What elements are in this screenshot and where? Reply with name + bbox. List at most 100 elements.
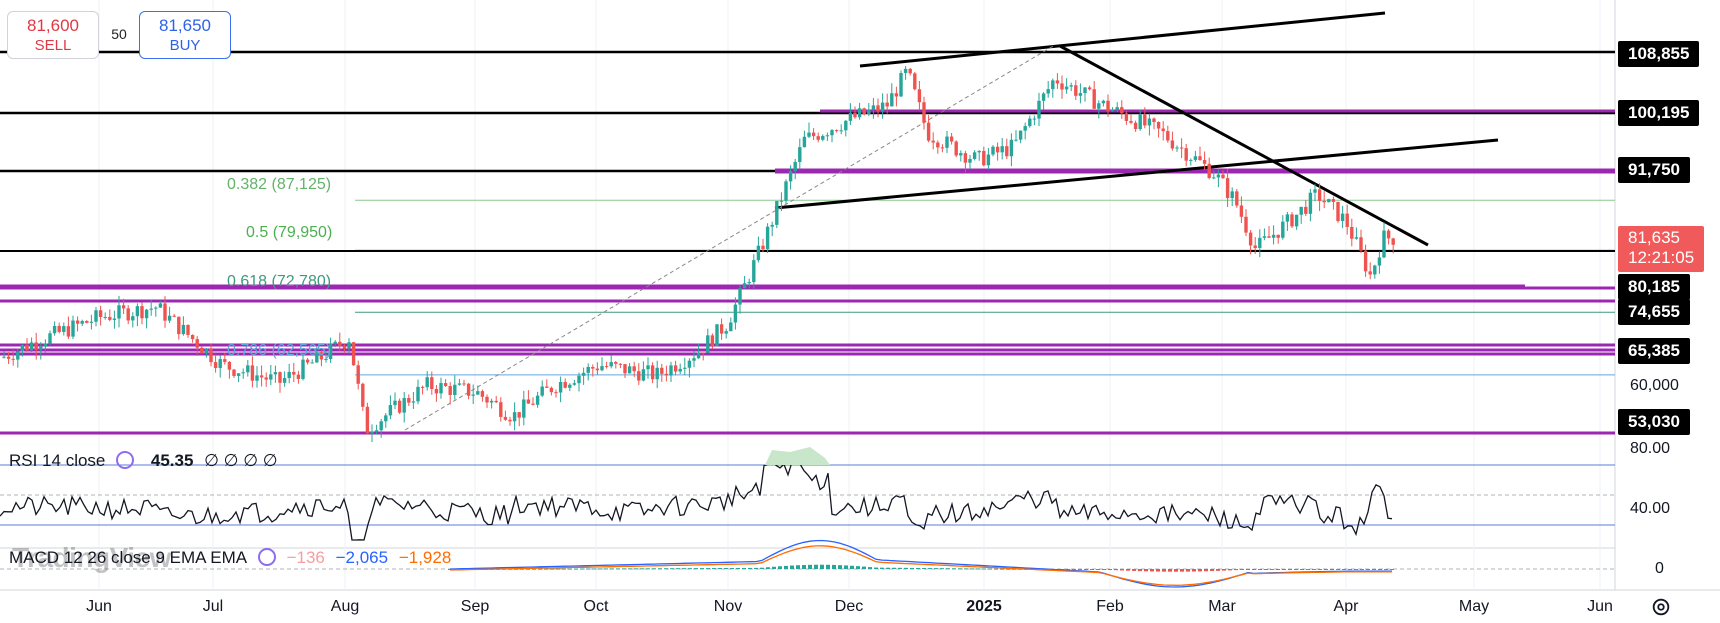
macd-histogram-bar	[1270, 569, 1274, 570]
macd-histogram-bar	[1378, 569, 1382, 570]
candle-body	[770, 224, 774, 227]
macd-histogram-bar	[886, 567, 890, 569]
candle-body	[402, 398, 406, 413]
candle-body	[273, 372, 278, 375]
sell-price: 81,600	[27, 16, 79, 35]
candle-body	[1074, 85, 1078, 96]
candle-body	[200, 347, 204, 354]
candle-body	[384, 415, 388, 422]
candle-body	[379, 421, 383, 431]
macd-histogram-bar	[1000, 568, 1004, 570]
candle-body	[954, 141, 958, 156]
macd-histogram-bar	[982, 568, 986, 570]
candle-body	[434, 388, 439, 394]
candle-body	[604, 366, 609, 368]
candle-body	[1327, 199, 1331, 203]
macd-histogram-bar	[1306, 569, 1310, 570]
macd-histogram-bar	[820, 564, 824, 569]
macd-histogram-bar	[730, 567, 734, 569]
candle-body	[1028, 118, 1032, 127]
candle-body	[1110, 109, 1115, 112]
macd-histogram-bar	[1078, 569, 1082, 570]
candle-body	[710, 335, 715, 347]
candle-body	[641, 369, 646, 381]
candle-body	[1230, 191, 1234, 199]
candle-body	[177, 316, 181, 335]
macd-histogram-bar	[1300, 569, 1304, 570]
macd-histogram-bar	[898, 567, 902, 569]
candle-body	[98, 310, 103, 317]
macd-signal-value: −1,928	[398, 548, 452, 567]
candle-body	[848, 112, 853, 121]
candle-body	[526, 399, 531, 404]
buy-button[interactable]: 81,650 BUY	[139, 11, 231, 59]
candle-body	[936, 142, 940, 148]
macd-histogram-bar	[1336, 569, 1340, 570]
candle-body	[931, 140, 935, 143]
candle-body	[94, 310, 98, 322]
candle-body	[650, 365, 655, 380]
refresh-icon[interactable]	[257, 548, 276, 566]
candle-body	[351, 342, 356, 366]
candle-body	[1267, 236, 1271, 238]
candle-body	[186, 324, 190, 335]
candle-body	[255, 375, 259, 381]
candle-body	[839, 130, 843, 132]
month-label: Sep	[460, 598, 490, 615]
candle-body	[844, 120, 848, 131]
candle-body	[328, 343, 333, 359]
candle-body	[480, 391, 485, 397]
macd-histogram-bar	[514, 568, 518, 570]
spread-value: 50	[111, 26, 127, 42]
macd-histogram-bar	[892, 567, 896, 569]
candle-body	[172, 315, 176, 317]
candle-body	[977, 150, 981, 153]
macd-histogram-bar	[1126, 569, 1130, 571]
macd-histogram-bar	[1096, 569, 1100, 570]
candle-body	[986, 154, 991, 166]
candle-body	[784, 181, 788, 201]
candle-body	[2, 356, 6, 358]
macd-histogram-bar	[1144, 569, 1148, 572]
rsi-axis-label-40: 40.00	[1630, 500, 1671, 517]
month-label: Dec	[834, 598, 864, 615]
macd-histogram-bar	[1312, 569, 1316, 570]
sell-label: SELL	[34, 37, 72, 54]
candle-body	[227, 361, 232, 370]
candle-body	[131, 316, 135, 321]
macd-histogram-bar	[622, 568, 626, 570]
candle-body	[1023, 126, 1027, 131]
macd-histogram-bar	[1264, 569, 1268, 570]
candle-body	[913, 73, 917, 90]
candle-body	[57, 325, 61, 332]
macd-axis-label-0: 0	[1655, 560, 1664, 577]
candle-body	[108, 316, 112, 320]
candle-body	[1060, 83, 1064, 90]
candle-body	[1212, 177, 1216, 179]
candle-body	[926, 122, 931, 141]
candle-body	[241, 372, 245, 374]
macd-histogram-bar	[952, 568, 956, 570]
macd-histogram-bar	[742, 567, 746, 569]
refresh-icon[interactable]	[116, 451, 135, 469]
candle-body	[1055, 80, 1060, 84]
candle-body	[522, 399, 526, 418]
macd-histogram-bar	[634, 568, 638, 570]
macd-histogram-bar	[802, 564, 806, 569]
macd-histogram-bar	[994, 568, 998, 570]
macd-histogram-bar	[1108, 569, 1112, 570]
gear-icon[interactable]	[1650, 596, 1672, 618]
bar-countdown: 12:21:05	[1628, 248, 1695, 267]
candle-body	[853, 112, 857, 118]
macd-histogram-bar	[1252, 569, 1256, 570]
sell-button[interactable]: 81,600 SELL	[7, 11, 99, 59]
macd-histogram-bar	[682, 568, 686, 570]
candle-body	[880, 102, 885, 112]
candle-body	[660, 367, 664, 374]
macd-histogram-bar	[628, 568, 632, 570]
macd-histogram-bar	[958, 568, 962, 570]
candle-body	[862, 108, 866, 115]
descending-trendline	[1059, 44, 1429, 247]
candle-body	[581, 372, 586, 376]
